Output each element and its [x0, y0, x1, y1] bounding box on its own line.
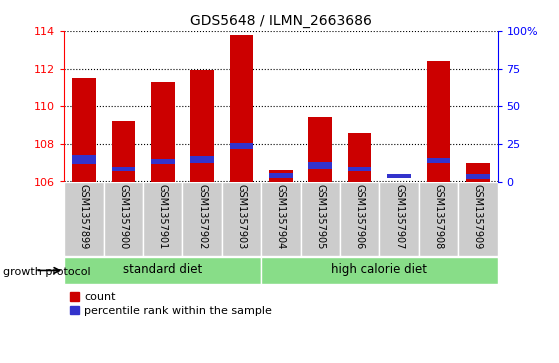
Bar [301, 182, 340, 256]
Bar [466, 174, 490, 179]
Text: GSM1357903: GSM1357903 [236, 184, 247, 249]
Bar [182, 182, 222, 256]
Bar [190, 70, 214, 182]
Text: GSM1357908: GSM1357908 [433, 184, 443, 249]
Text: high calorie diet: high calorie diet [331, 263, 428, 276]
Text: GSM1357902: GSM1357902 [197, 184, 207, 249]
Bar [222, 182, 261, 256]
Bar [103, 182, 143, 256]
Legend: count, percentile rank within the sample: count, percentile rank within the sample [70, 292, 272, 316]
Bar [380, 182, 419, 256]
Bar [269, 170, 293, 182]
Text: GSM1357905: GSM1357905 [315, 184, 325, 249]
Bar [72, 155, 96, 164]
Bar [72, 78, 96, 182]
Title: GDS5648 / ILMN_2663686: GDS5648 / ILMN_2663686 [190, 15, 372, 28]
Bar [64, 182, 103, 256]
Bar [261, 257, 498, 284]
Bar [348, 132, 372, 182]
Bar [427, 158, 450, 163]
Bar [466, 163, 490, 182]
Bar [458, 182, 498, 256]
Text: GSM1357900: GSM1357900 [119, 184, 129, 249]
Bar [348, 167, 372, 171]
Bar [340, 182, 380, 256]
Text: growth protocol: growth protocol [3, 266, 91, 277]
Bar [261, 182, 301, 256]
Text: GSM1357909: GSM1357909 [473, 184, 483, 249]
Bar [387, 174, 411, 178]
Bar [112, 167, 135, 171]
Bar [230, 34, 253, 182]
Bar [151, 82, 174, 182]
Bar [112, 121, 135, 182]
Text: GSM1357907: GSM1357907 [394, 184, 404, 249]
Text: GSM1357901: GSM1357901 [158, 184, 168, 249]
Text: standard diet: standard diet [123, 263, 202, 276]
Bar [269, 173, 293, 178]
Bar [309, 162, 332, 169]
Bar [309, 118, 332, 182]
Text: GSM1357906: GSM1357906 [354, 184, 364, 249]
Bar [151, 159, 174, 164]
Bar [143, 182, 182, 256]
Text: GSM1357904: GSM1357904 [276, 184, 286, 249]
Bar [64, 257, 261, 284]
Bar [190, 156, 214, 163]
Text: GSM1357899: GSM1357899 [79, 184, 89, 249]
Bar [427, 61, 450, 182]
Bar [419, 182, 458, 256]
Bar [230, 143, 253, 148]
